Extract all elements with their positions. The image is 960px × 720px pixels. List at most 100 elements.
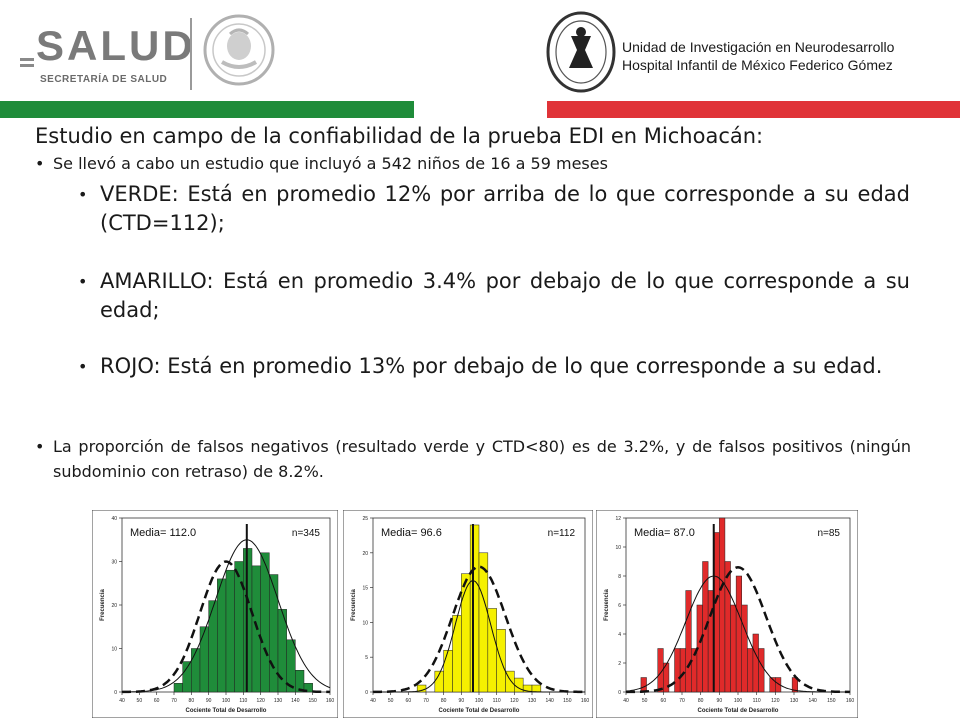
x-tick-label: 130 — [790, 698, 799, 704]
x-tick-label: 160 — [326, 698, 335, 704]
y-tick-label: 12 — [615, 516, 621, 522]
x-tick-label: 60 — [406, 698, 412, 704]
histogram-bar — [173, 683, 183, 693]
histogram-bar — [217, 578, 227, 693]
y-axis-label: Frecuencia — [604, 588, 610, 620]
histogram-bar — [286, 639, 296, 693]
bullet-text: La proporción de falsos negativos (resul… — [53, 437, 911, 481]
salud-wordmark: SALUD — [36, 22, 196, 69]
bullet-dot: • — [78, 357, 88, 376]
histogram-bar — [752, 633, 759, 693]
n-label: n=85 — [817, 528, 840, 539]
x-tick-label: 150 — [563, 698, 572, 704]
x-tick-label: 50 — [137, 698, 143, 704]
y-tick-label: 6 — [618, 603, 621, 609]
y-tick-label: 10 — [111, 647, 117, 653]
histogram-bar — [487, 608, 497, 693]
x-tick-label: 70 — [423, 698, 429, 704]
histogram-bar — [679, 648, 686, 693]
histogram-bar — [461, 573, 471, 693]
salud-emblem-icon — [20, 58, 34, 67]
salud-logo: SALUD SECRETARÍA DE SALUD — [18, 18, 193, 88]
n-label: n=112 — [548, 528, 576, 539]
media-label: Media= 96.6 — [381, 527, 442, 539]
bullet-text: Se llevó a cabo un estudio que incluyó a… — [53, 154, 608, 173]
histogram-bar — [478, 552, 489, 693]
salud-subtitle: SECRETARÍA DE SALUD — [40, 74, 168, 85]
bullet-amarillo: • AMARILLO: Está en promedio 3.4% por de… — [78, 267, 910, 325]
x-tick-label: 130 — [528, 698, 537, 704]
x-tick-label: 70 — [171, 698, 177, 704]
histogram-bar — [295, 670, 305, 693]
x-axis-label: Cociente Total de Desarrollo — [698, 708, 779, 714]
x-tick-label: 130 — [274, 698, 283, 704]
histogram-red: 40 50 60 70 80 90 100 110 120 130 140 150 160 0 2 4 6 8 10… — [596, 510, 858, 718]
bullet-rojo: • ROJO: Está en promedio 13% por debajo … — [78, 352, 910, 381]
y-tick-label: 10 — [615, 545, 621, 551]
x-tick-label: 100 — [222, 698, 231, 704]
x-tick-label: 90 — [459, 698, 465, 704]
histogram-yellow: 40 50 60 70 80 90 100 110 120 130 140 150 160 0 5 10 15 2… — [343, 510, 593, 718]
x-axis-label: Cociente Total de Desarrollo — [186, 708, 267, 714]
bullet-falsos: • La proporción de falsos negativos (res… — [35, 434, 911, 484]
histogram-bar — [747, 648, 754, 693]
histogram-bar — [685, 590, 692, 693]
unit-info: Unidad de Investigación en Neurodesarrol… — [622, 38, 894, 74]
x-tick-label: 40 — [370, 698, 376, 704]
fitted-normal-curve — [625, 575, 850, 693]
x-tick-label: 60 — [661, 698, 667, 704]
x-tick-label: 120 — [510, 698, 519, 704]
histogram-bar — [758, 648, 765, 693]
histogram-bar — [674, 648, 681, 693]
unit-line-1: Unidad de Investigación en Neurodesarrol… — [622, 39, 895, 55]
y-tick-label: 0 — [114, 690, 117, 696]
y-tick-label: 20 — [362, 551, 368, 557]
reference-normal-curve — [121, 560, 331, 694]
fitted-normal-curve — [122, 539, 331, 693]
bullet-dot: • — [35, 437, 45, 456]
histogram-bar — [663, 662, 670, 693]
x-tick-label: 80 — [441, 698, 447, 704]
histogram-green: 40 50 60 70 80 90 100 110 120 130 140 150 160 0 10 20 30… — [92, 510, 338, 718]
x-tick-label: 160 — [846, 698, 855, 704]
y-tick-label: 8 — [618, 574, 621, 580]
histogram-bar — [724, 561, 731, 693]
y-tick-label: 10 — [362, 620, 368, 626]
reference-normal-curve — [372, 565, 586, 694]
x-tick-label: 120 — [256, 698, 265, 704]
histogram-bar — [735, 575, 742, 693]
x-tick-label: 110 — [239, 698, 247, 704]
x-tick-label: 50 — [388, 698, 394, 704]
x-tick-label: 150 — [827, 698, 836, 704]
x-tick-label: 140 — [808, 698, 817, 704]
y-tick-label: 20 — [111, 603, 117, 609]
histogram-bar — [469, 524, 480, 693]
unit-line-2: Hospital Infantil de México Federico Góm… — [622, 57, 893, 73]
hospital-logo-icon — [545, 10, 617, 94]
histogram-green-svg: 40 50 60 70 80 90 100 110 120 130 140 150 160 0 10 20 30… — [92, 510, 338, 718]
x-tick-label: 160 — [581, 698, 590, 704]
x-axis-label: Cociente Total de Desarrollo — [439, 708, 520, 714]
y-tick-label: 25 — [362, 516, 368, 522]
histogram-bar — [775, 677, 782, 693]
x-tick-label: 110 — [753, 698, 761, 704]
histogram-bar — [208, 600, 218, 693]
y-tick-label: 0 — [618, 690, 621, 696]
y-tick-label: 2 — [618, 661, 621, 667]
histogram-bar — [443, 649, 453, 693]
histogram-bar — [225, 569, 235, 693]
y-axis-label: Frecuencia — [100, 588, 106, 620]
x-tick-label: 90 — [717, 698, 723, 704]
histogram-bar — [741, 604, 748, 693]
x-tick-label: 120 — [771, 698, 780, 704]
y-tick-label: 4 — [618, 632, 621, 638]
histogram-yellow-svg: 40 50 60 70 80 90 100 110 120 130 140 150 160 0 5 10 15 2… — [343, 510, 593, 718]
media-label: Media= 87.0 — [634, 527, 695, 539]
y-tick-label: 0 — [365, 690, 368, 696]
histogram-bar — [234, 561, 244, 693]
x-tick-label: 60 — [154, 698, 160, 704]
bullet-dot: • — [78, 185, 88, 204]
x-tick-label: 150 — [308, 698, 317, 704]
slide-title: Estudio en campo de la confiabilidad de … — [35, 124, 764, 148]
y-tick-label: 5 — [365, 655, 368, 661]
